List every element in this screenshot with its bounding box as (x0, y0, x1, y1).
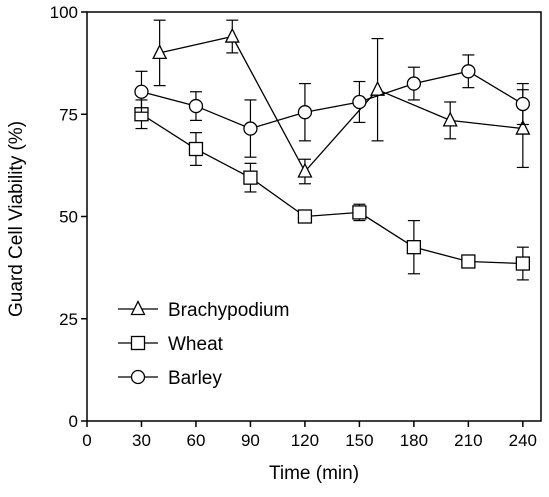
data-point (442, 111, 458, 127)
data-point (297, 105, 313, 120)
x-tick-label: 0 (82, 431, 91, 450)
x-tick-label: 60 (186, 431, 205, 450)
data-point (406, 76, 422, 91)
data-point (515, 96, 530, 112)
y-tick-label: 50 (59, 208, 78, 227)
data-point (352, 205, 367, 220)
legend-item-brachypodium: Brachypodium (118, 300, 289, 321)
y-axis-label: Guard Cell Viability (%) (6, 121, 27, 317)
series-barley (134, 54, 530, 158)
data-point (188, 98, 204, 114)
legend-item-wheat: Wheat (118, 334, 224, 355)
y-tick-label: 0 (69, 412, 78, 431)
y-tick-label: 100 (50, 3, 78, 22)
x-tick-label: 150 (345, 431, 373, 450)
x-tick-label: 240 (509, 431, 537, 450)
series-line (141, 70, 524, 130)
data-point (134, 84, 149, 99)
legend-marker (130, 369, 146, 385)
series-line (141, 113, 523, 265)
series-layer (134, 19, 531, 281)
data-point (515, 119, 531, 135)
series-line (159, 35, 523, 173)
x-tick-label: 210 (454, 431, 482, 450)
data-point (188, 141, 204, 157)
x-tick-label: 180 (400, 431, 428, 450)
data-point (152, 43, 168, 60)
x-axis-label: Time (min) (269, 463, 359, 484)
data-point (515, 256, 530, 271)
data-point (243, 121, 258, 136)
legend-marker (130, 300, 146, 316)
legend-label: Brachypodium (168, 300, 289, 321)
axes: 0 30 60 90 120 150 180 210 240 0 25 50 75 100 (50, 3, 542, 450)
data-point (352, 94, 367, 110)
legend-label: Wheat (168, 334, 224, 355)
x-tick-label: 90 (241, 431, 260, 450)
x-tick-label: 120 (291, 431, 319, 450)
data-point (370, 80, 386, 96)
legend-marker (130, 335, 146, 351)
data-point (224, 27, 240, 43)
legend-label: Barley (168, 368, 222, 389)
data-point (461, 254, 476, 269)
y-tick-label: 25 (59, 310, 78, 329)
legend: Brachypodium Wheat Barley (118, 300, 289, 389)
data-point (461, 64, 476, 79)
data-point (406, 240, 422, 255)
y-tick-label: 75 (59, 105, 78, 124)
data-point (297, 209, 313, 224)
data-point (297, 162, 313, 178)
series-wheat (134, 99, 530, 281)
legend-item-barley: Barley (118, 368, 222, 389)
x-tick-label: 30 (132, 431, 151, 450)
data-point (243, 170, 258, 185)
series-brachypodium (152, 19, 531, 185)
